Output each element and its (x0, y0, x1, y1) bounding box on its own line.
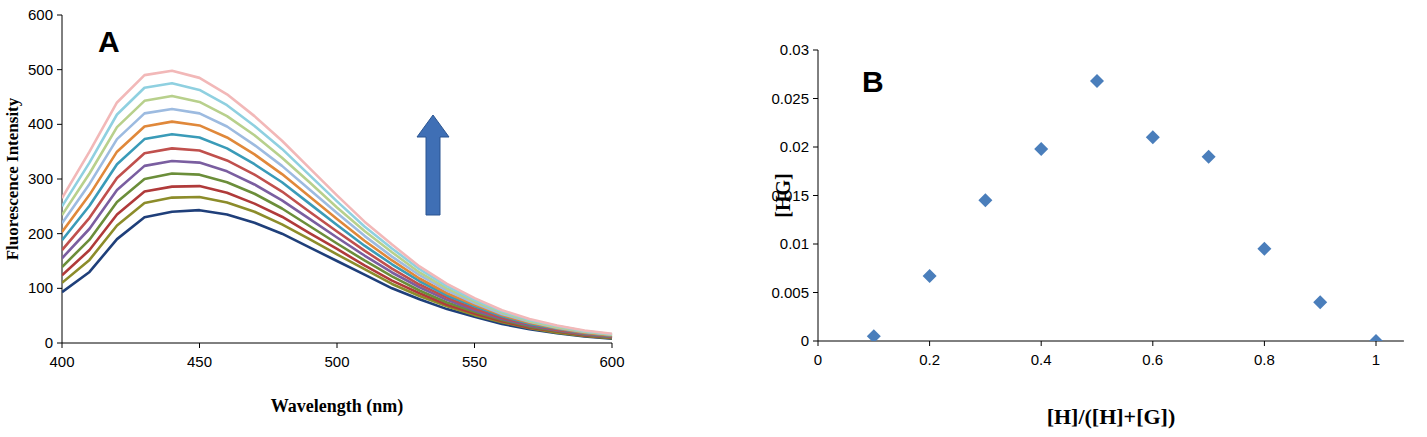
y-tick (57, 69, 62, 70)
y-tick-label: 0.01 (780, 235, 809, 252)
y-tick (813, 50, 818, 51)
y-tick-label: 0.02 (780, 138, 809, 155)
x-tick-label: 0.8 (1254, 351, 1275, 368)
spectrum-line (62, 109, 612, 335)
x-tick (337, 343, 338, 348)
panel-a: 0 100 200 300 400 500 600 400 450 500 550 600 Wavele… (3, 6, 625, 417)
y-tick-label: 200 (28, 225, 53, 242)
y-tick-label: 0 (801, 332, 809, 349)
y-tick (57, 343, 62, 344)
y-tick-label: 400 (28, 115, 53, 132)
x-axis-title: [H]/([H]+[G]) (1047, 404, 1176, 429)
x-tick (199, 343, 200, 348)
spectrum-line (62, 148, 612, 336)
x-tick (818, 341, 819, 346)
panel-b: 00.0050.010.0150.020.0250.0300.20.40.60.… (771, 41, 1403, 429)
x-tick-label: 0 (814, 351, 822, 368)
y-tick (57, 179, 62, 180)
data-point (978, 193, 992, 207)
x-tick-label: 400 (49, 353, 74, 370)
y-tick-label: 0.005 (771, 284, 809, 301)
data-point (1313, 295, 1327, 309)
x-tick-label: 0.2 (919, 351, 940, 368)
y-tick-label: 100 (28, 279, 53, 296)
x-tick (62, 343, 63, 348)
y-tick (813, 147, 818, 148)
data-point (1257, 242, 1271, 256)
y-tick (813, 292, 818, 293)
spectrum-line (62, 71, 612, 334)
data-point (867, 329, 881, 341)
y-tick (57, 15, 62, 16)
x-tick (612, 343, 613, 348)
data-point (1090, 74, 1104, 88)
y-tick (57, 233, 62, 234)
y-axis-title: [HG] (772, 173, 794, 217)
spectrum-line (62, 134, 612, 336)
y-tick-label: 0.025 (771, 90, 809, 107)
spectrum-line (62, 96, 612, 335)
x-tick (1376, 341, 1377, 346)
x-axis-title: Wavelength (nm) (271, 396, 404, 417)
data-point (1146, 130, 1160, 144)
x-tick-label: 0.6 (1142, 351, 1163, 368)
y-axis-title: Fluorescence Intensity (3, 97, 22, 260)
spectrum-line (62, 83, 612, 334)
x-tick (474, 343, 475, 348)
figure: 0100200300400500600400450500550600Wavele… (0, 0, 1427, 437)
y-tick (813, 244, 818, 245)
x-tick (929, 341, 930, 346)
data-point (1034, 142, 1048, 156)
plot-area (867, 74, 1383, 341)
x-tick-label: 500 (324, 353, 349, 370)
y-tick-label: 600 (28, 6, 53, 23)
data-point (1202, 150, 1216, 164)
x-tick (1152, 341, 1153, 346)
spectrum-line (62, 174, 612, 338)
y-tick-label: 0.03 (780, 41, 809, 58)
y-tick (813, 341, 818, 342)
trend-arrow (417, 115, 449, 215)
x-tick-label: 600 (599, 353, 624, 370)
panel-label: B (862, 65, 884, 98)
data-point (923, 269, 937, 283)
x-tick-label: 550 (462, 353, 487, 370)
x-tick (1041, 341, 1042, 346)
data-point (1369, 334, 1383, 341)
y-tick-label: 500 (28, 61, 53, 78)
y-tick (57, 288, 62, 289)
plot-area (62, 71, 612, 339)
spectrum-line (62, 122, 612, 336)
x-tick-label: 1 (1372, 351, 1380, 368)
x-axis (818, 341, 1404, 342)
spectrum-line (62, 161, 612, 337)
y-tick (813, 195, 818, 196)
y-tick (57, 124, 62, 125)
panel-label: A (98, 25, 120, 58)
y-tick-label: 0 (45, 334, 53, 351)
x-tick-label: 450 (187, 353, 212, 370)
x-tick-label: 0.4 (1031, 351, 1052, 368)
y-tick (813, 98, 818, 99)
x-tick (1264, 341, 1265, 346)
background (0, 0, 1427, 437)
y-tick-label: 300 (28, 170, 53, 187)
